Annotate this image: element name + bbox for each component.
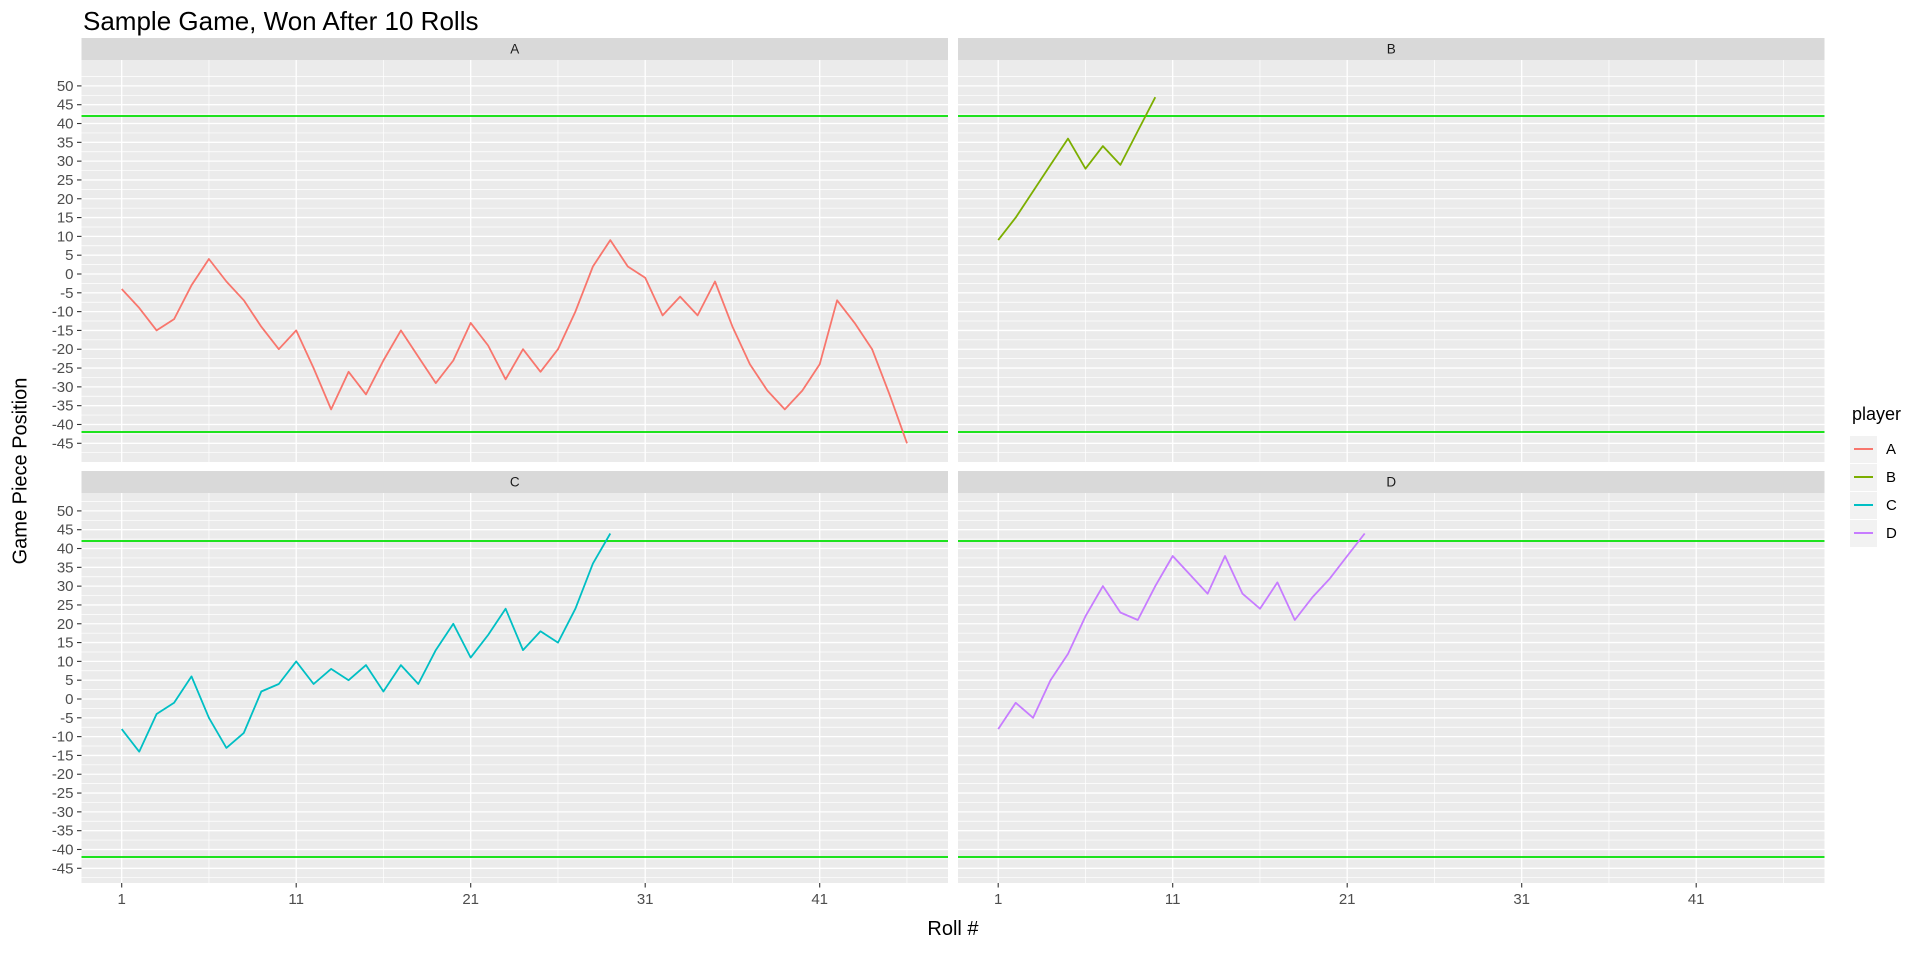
facet-strip-label-B: B xyxy=(1387,42,1396,57)
y-tick-label: -20 xyxy=(52,766,74,783)
y-tick-label: -15 xyxy=(52,747,74,764)
x-tick-label: 21 xyxy=(1339,891,1356,908)
y-tick-label: 5 xyxy=(65,672,73,689)
y-tick-label: -30 xyxy=(52,804,74,821)
legend-entry-c: C xyxy=(1850,491,1901,519)
series-line-D xyxy=(997,532,1366,730)
y-tick-label: 20 xyxy=(57,616,74,633)
y-tick-label: -5 xyxy=(60,710,73,727)
facet-strip-label-A: A xyxy=(510,42,519,57)
legend-swatch-c xyxy=(1854,504,1873,507)
y-tick-label: 40 xyxy=(57,116,74,133)
y-tick-label: -25 xyxy=(52,785,74,802)
y-tick-label: -10 xyxy=(52,729,74,746)
x-tick-label: 11 xyxy=(1165,891,1181,908)
y-tick-label: -25 xyxy=(52,360,74,377)
y-tick-label: -10 xyxy=(52,304,74,321)
legend-swatch-b xyxy=(1854,476,1873,479)
facet-strip-A xyxy=(81,38,948,60)
x-tick-label: 1 xyxy=(118,891,126,908)
y-tick-label: 10 xyxy=(57,653,74,670)
y-tick-label: 45 xyxy=(57,522,74,539)
y-tick-label: -15 xyxy=(52,322,74,339)
series-line-A xyxy=(121,239,908,444)
facet-strip-D xyxy=(958,471,1825,493)
panel-bg-C xyxy=(81,493,948,883)
y-tick-label: 0 xyxy=(65,691,73,708)
facet-strip-label-D: D xyxy=(1386,475,1396,490)
x-tick-label: 21 xyxy=(462,891,479,908)
y-tick-label: -45 xyxy=(52,860,74,877)
y-tick-label: -20 xyxy=(52,341,74,358)
series-line-B xyxy=(997,96,1157,241)
y-tick-label: 25 xyxy=(57,172,74,189)
y-tick-label: 40 xyxy=(57,541,74,558)
facet-strip-label-C: C xyxy=(510,475,520,490)
y-tick-label: 20 xyxy=(57,191,74,208)
legend-label-b: B xyxy=(1886,468,1897,486)
facet-B: B xyxy=(958,38,1825,462)
series-line-C xyxy=(120,533,612,753)
y-tick-label: -35 xyxy=(52,823,74,840)
legend-entry-b: B xyxy=(1850,463,1901,491)
y-tick-label: 10 xyxy=(57,228,74,245)
y-tick-label: 15 xyxy=(57,210,74,227)
y-tick-label: 30 xyxy=(57,578,74,595)
x-axis-title: Roll # xyxy=(927,918,979,940)
panel-bg-D xyxy=(958,493,1825,883)
y-tick-label: 0 xyxy=(65,266,73,283)
y-tick-label: -30 xyxy=(52,379,74,396)
x-tick-label: 1 xyxy=(994,891,1002,908)
x-tick-label: 11 xyxy=(288,891,304,908)
y-tick-label: 15 xyxy=(57,635,74,652)
y-tick-label: 50 xyxy=(57,78,74,95)
legend-entry-a: A xyxy=(1850,435,1901,463)
legend-swatch-d xyxy=(1854,532,1873,535)
legend-title: player xyxy=(1852,404,1902,424)
y-tick-label: 50 xyxy=(57,503,74,520)
facet-D: D xyxy=(958,471,1825,883)
legend-key-b xyxy=(1850,463,1877,491)
legend-key-a xyxy=(1850,435,1877,463)
legend: player A B C D xyxy=(1850,404,1901,547)
panel-bg-A xyxy=(81,60,948,462)
y-tick-label: -40 xyxy=(52,416,74,433)
y-axis-title: Game Piece Position xyxy=(9,377,32,565)
y-tick-label: 25 xyxy=(57,597,74,614)
x-tick-label: 41 xyxy=(1688,891,1705,908)
y-tick-label: -45 xyxy=(52,435,74,452)
y-tick-label: -5 xyxy=(60,285,73,302)
x-tick-label: 41 xyxy=(811,891,828,908)
y-tick-label: 30 xyxy=(57,153,74,170)
chart-title: Sample Game, Won After 10 Rolls xyxy=(83,6,479,36)
panel-bg-B xyxy=(958,60,1825,462)
facet-C: C xyxy=(81,471,948,883)
y-tick-label: -35 xyxy=(52,398,74,415)
legend-entry-d: D xyxy=(1850,519,1901,547)
legend-label-d: D xyxy=(1886,524,1897,542)
x-tick-label: 31 xyxy=(1513,891,1530,908)
legend-swatch-a xyxy=(1854,448,1873,451)
legend-key-d xyxy=(1850,519,1877,547)
y-tick-label: 35 xyxy=(57,559,74,576)
x-tick-label: 31 xyxy=(637,891,654,908)
facet-strip-B xyxy=(958,38,1825,60)
y-tick-label: 35 xyxy=(57,134,74,151)
y-tick-label: 5 xyxy=(65,247,73,264)
y-tick-label: 45 xyxy=(57,97,74,114)
facet-strip-C xyxy=(81,471,948,493)
y-tick-label: -40 xyxy=(52,841,74,858)
legend-key-c xyxy=(1850,491,1877,519)
facet-A: A xyxy=(81,38,948,462)
legend-label-c: C xyxy=(1886,496,1897,514)
legend-label-a: A xyxy=(1886,440,1897,458)
